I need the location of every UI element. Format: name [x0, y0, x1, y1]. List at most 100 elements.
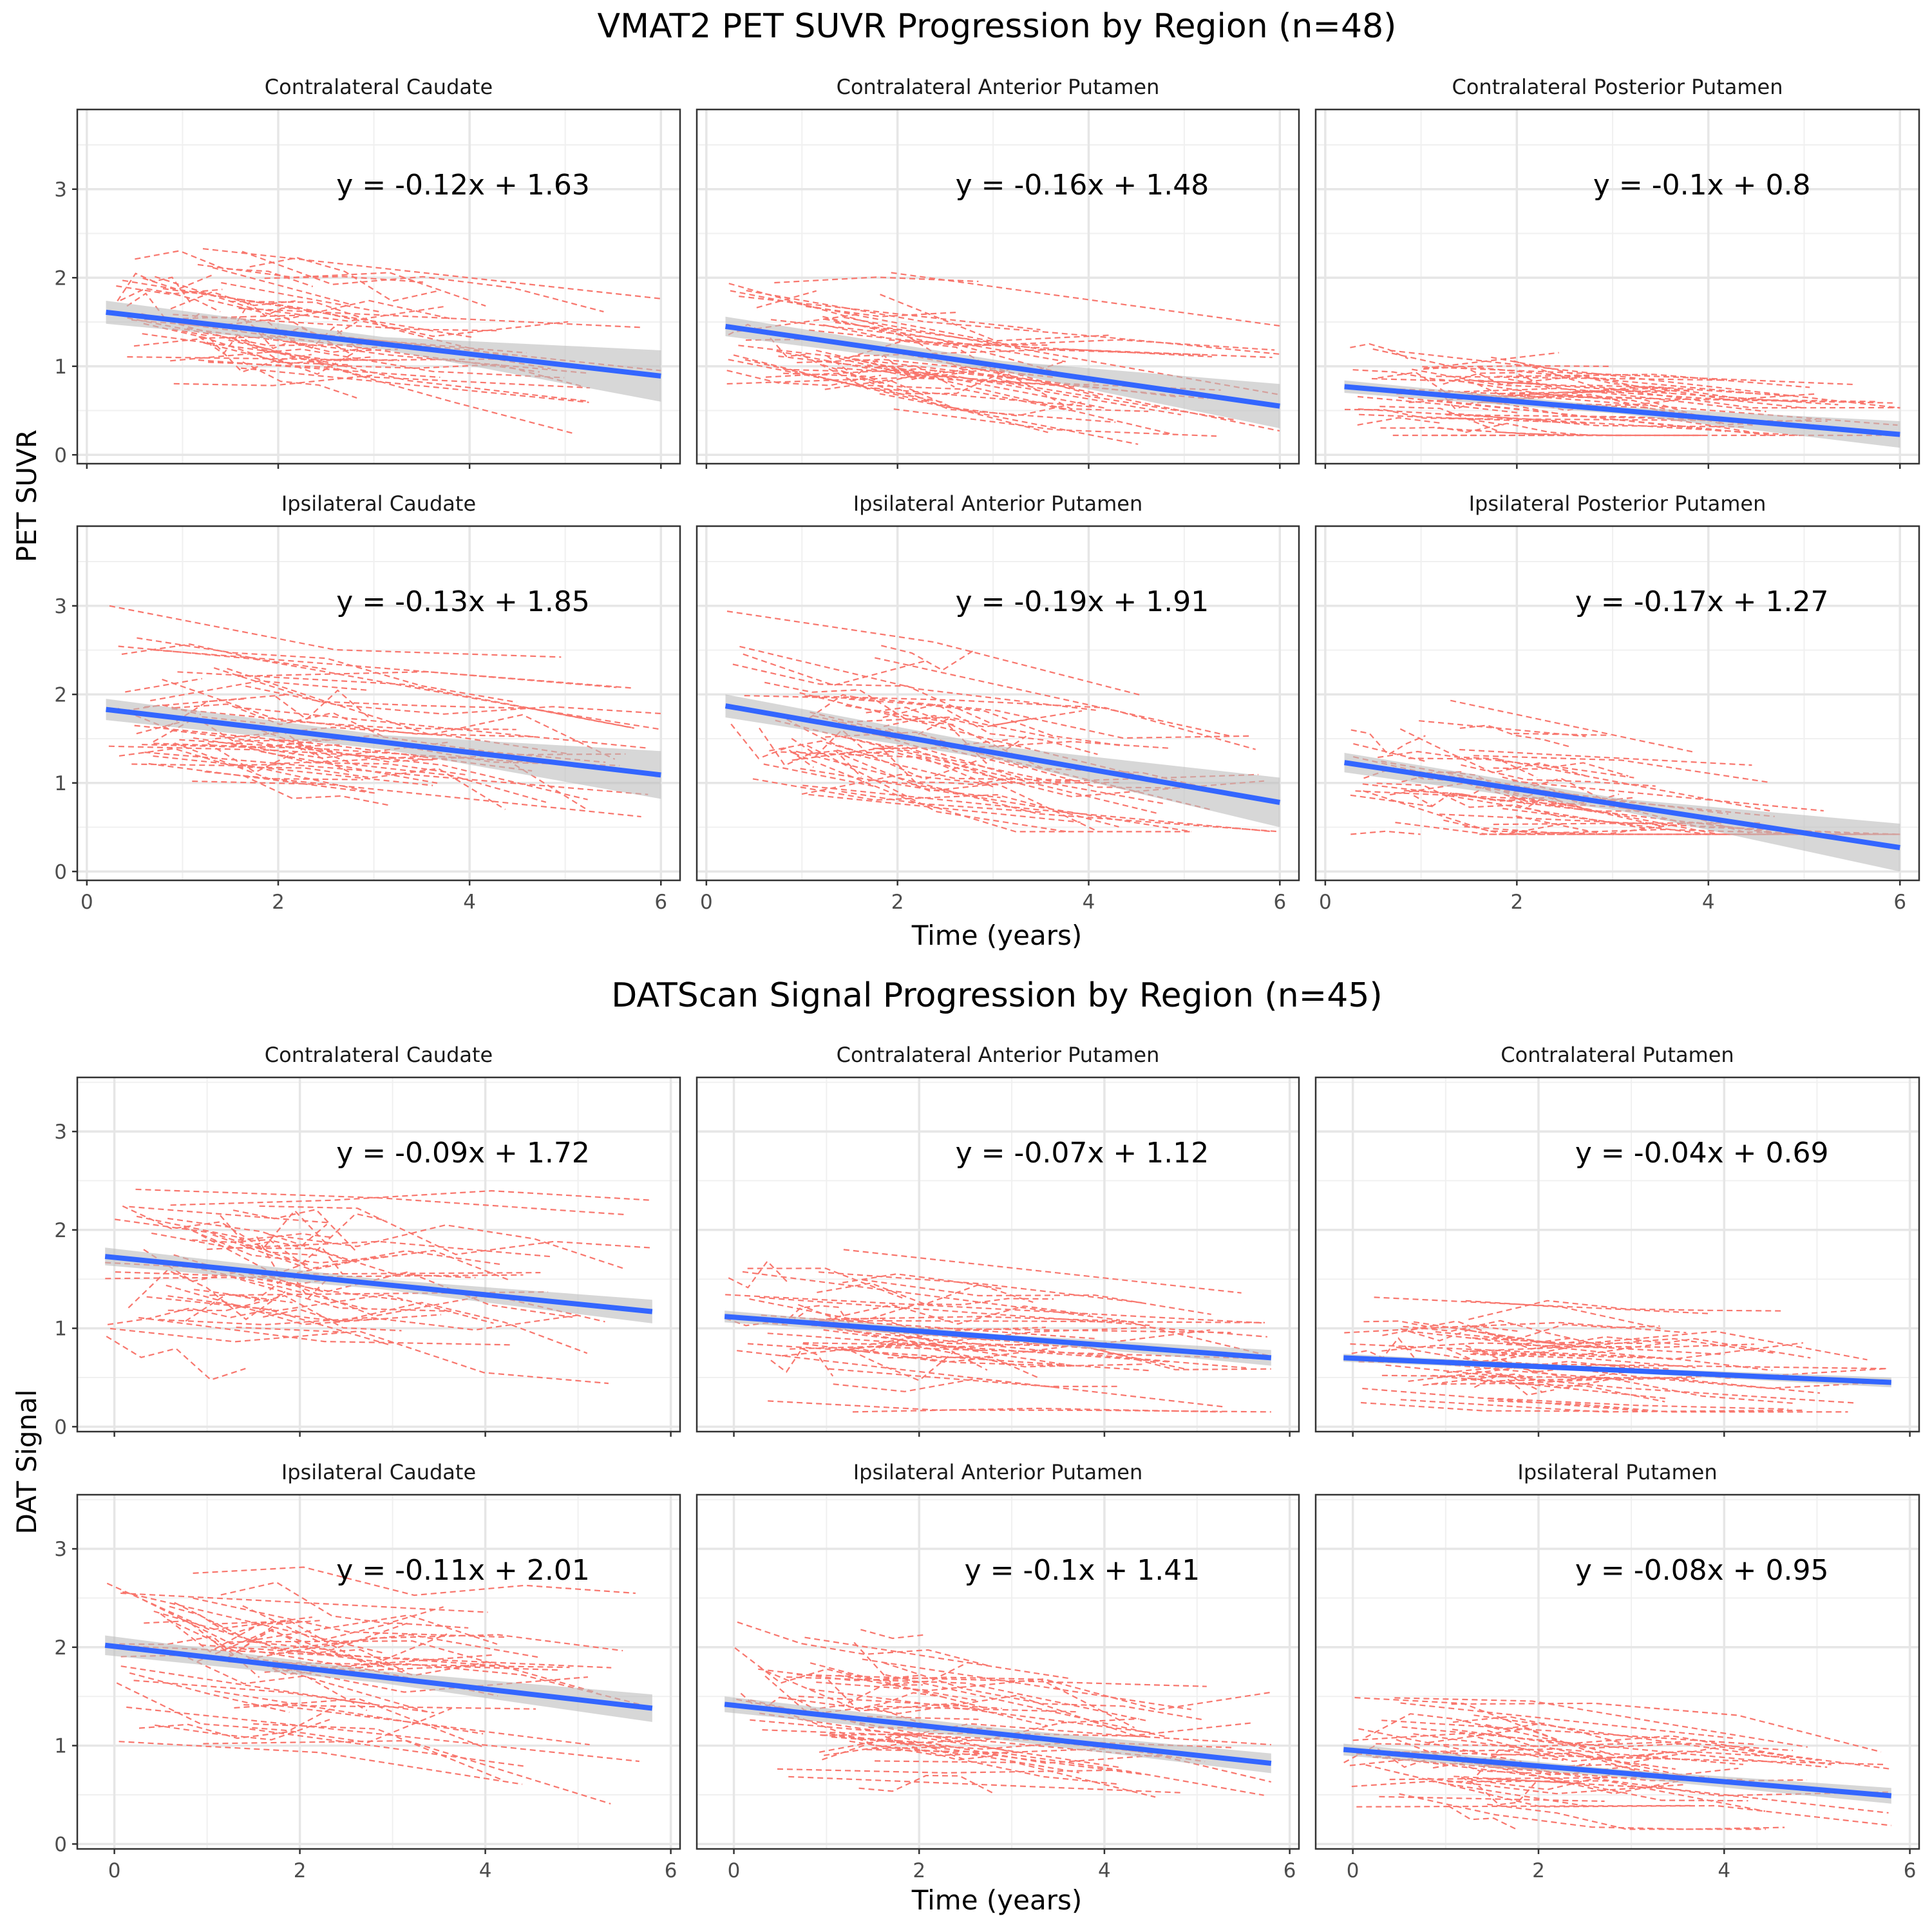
equation-label: y = -0.08x + 0.95: [1575, 1554, 1829, 1587]
panel-content: [104, 1566, 653, 1804]
panel-content: [724, 272, 1280, 445]
individual-trajectory: [791, 728, 893, 757]
individual-trajectory: [127, 356, 400, 361]
x-tick-label: 6: [1904, 1859, 1917, 1882]
individual-trajectory: [220, 1215, 328, 1248]
x-tick-label: 0: [80, 891, 93, 914]
individual-trajectory: [1448, 1805, 1517, 1830]
x-tick-label: 4: [1702, 891, 1715, 914]
individual-trajectory: [781, 1694, 1252, 1737]
individual-trajectory: [817, 1282, 1034, 1305]
individual-trajectory: [838, 1674, 977, 1701]
y-tick-label: 1: [54, 1735, 67, 1758]
individual-trajectory: [1350, 794, 1434, 808]
individual-trajectory: [138, 1316, 511, 1346]
individual-trajectory: [138, 1705, 336, 1739]
individual-trajectory: [844, 755, 1016, 792]
individual-trajectory: [1400, 1325, 1518, 1341]
individual-trajectory: [759, 727, 862, 778]
individual-trajectory: [136, 1215, 245, 1240]
individual-trajectory: [1437, 427, 1702, 437]
individual-trajectory: [1422, 366, 1857, 386]
panel-border: [696, 525, 1300, 882]
individual-trajectory: [1374, 1296, 1712, 1314]
individual-trajectory: [265, 1271, 541, 1275]
individual-trajectory: [221, 281, 383, 314]
regression-line: [106, 706, 661, 778]
individual-trajectory: [169, 1605, 291, 1636]
individual-trajectory: [746, 290, 1280, 355]
individual-trajectory: [1459, 748, 1752, 766]
individual-trajectory: [1496, 1752, 1739, 1778]
individual-trajectory: [756, 290, 817, 308]
individual-trajectory: [851, 358, 1108, 410]
facet-panel: Ipsilateral Putamen y = -0.08x + 0.95 0 2 4 6: [1314, 1460, 1920, 1882]
individual-trajectory: [804, 1636, 1070, 1680]
individual-trajectory: [122, 1591, 384, 1654]
regression-line: [1343, 1747, 1892, 1799]
individual-trajectory: [837, 1329, 1246, 1369]
individual-trajectory: [129, 1206, 330, 1224]
individual-trajectory: [118, 748, 284, 766]
panel-content: [106, 248, 661, 434]
individual-trajectory: [852, 1407, 1222, 1413]
individual-trajectory: [1350, 729, 1426, 756]
individual-trajectory: [801, 773, 1099, 833]
x-tick-label: 6: [1893, 891, 1906, 914]
y-tick-label: 0: [54, 860, 67, 884]
individual-trajectory: [249, 1728, 527, 1768]
facet-panel: Contralateral Putamen y = -0.04x + 0.69: [1314, 1043, 1920, 1437]
x-tick-label: 2: [891, 891, 904, 914]
individual-trajectory: [167, 1294, 494, 1324]
individual-trajectory: [742, 1271, 1121, 1321]
individual-trajectory: [1515, 815, 1871, 835]
panel-title: Contralateral Caudate: [265, 75, 493, 99]
individual-trajectory: [207, 743, 351, 773]
x-tick-label: 6: [1283, 1859, 1296, 1882]
individual-trajectory: [1353, 743, 1428, 762]
x-tick-label: 0: [1347, 1859, 1359, 1882]
individual-trajectory: [808, 694, 877, 719]
individual-trajectory: [749, 1298, 875, 1324]
x-tick-label: 2: [913, 1859, 925, 1882]
individual-trajectory: [1352, 1732, 1794, 1763]
facet-panel: Contralateral Anterior Putamen y = -0.16x…: [696, 75, 1300, 469]
individual-trajectory: [819, 1271, 1142, 1303]
individual-trajectory: [836, 749, 1075, 781]
y-axis-label-datscan: DAT Signal: [11, 1389, 43, 1534]
individual-trajectory: [1433, 1321, 1687, 1334]
individual-trajectory: [260, 750, 438, 784]
panel-title: Contralateral Posterior Putamen: [1452, 75, 1783, 99]
individual-trajectory: [1448, 795, 1648, 829]
individual-trajectory: [798, 1695, 1002, 1709]
individual-trajectory: [118, 1741, 523, 1785]
individual-trajectory: [220, 1581, 444, 1624]
panel-border: [76, 1493, 681, 1850]
individual-trajectory: [243, 1704, 536, 1710]
individual-trajectory: [884, 1736, 995, 1761]
individual-trajectory: [1448, 412, 1748, 428]
x-tick-label: 0: [728, 1859, 741, 1882]
individual-trajectory: [1344, 408, 1504, 426]
individual-trajectory: [847, 737, 1259, 782]
individual-trajectory: [115, 1271, 451, 1312]
y-tick-label: 3: [54, 178, 67, 202]
individual-trajectory: [177, 671, 632, 728]
individual-trajectory: [795, 750, 1280, 833]
individual-trajectory: [1475, 397, 1763, 435]
x-tick-label: 0: [700, 891, 713, 914]
individual-trajectory: [1379, 1795, 1605, 1803]
individual-trajectory: [747, 1267, 904, 1300]
panel-background: [77, 1077, 680, 1432]
equation-label: y = -0.04x + 0.69: [1575, 1137, 1829, 1170]
individual-trajectory: [726, 375, 1182, 415]
regression-line: [724, 703, 1281, 805]
individual-trajectory: [808, 329, 1275, 351]
individual-trajectory: [775, 719, 1160, 815]
individual-trajectory: [120, 1592, 488, 1613]
x-tick-label: 6: [1273, 891, 1286, 914]
panel-content: [1344, 699, 1900, 872]
facet-panel: Contralateral Caudate y = -0.09x + 1.72 0 1…: [54, 1043, 681, 1439]
individual-trajectory: [893, 367, 1099, 397]
individual-trajectory: [1464, 826, 1900, 835]
